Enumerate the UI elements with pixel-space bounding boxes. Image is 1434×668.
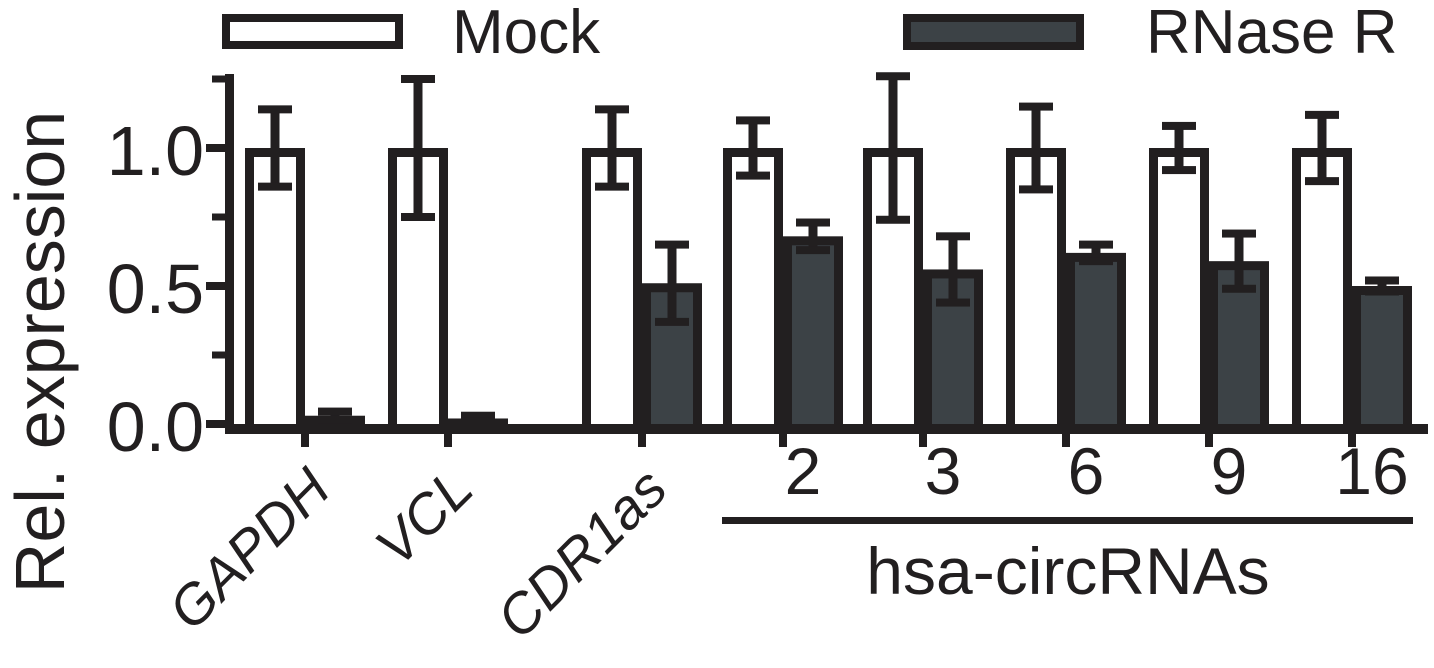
- x-tick-cdr1as: [638, 434, 646, 447]
- bar-mock-6: [1015, 157, 1057, 424]
- x-tick-6: [1062, 434, 1070, 447]
- error-cap-bottom-mock-vcl: [401, 213, 435, 221]
- error-bar-rnase-r-cdr1as: [667, 244, 677, 322]
- x-category-label-9: 9: [1211, 434, 1248, 508]
- x-tick-vcl: [444, 434, 452, 447]
- group-bracket-line: [722, 517, 1413, 524]
- error-bar-mock-16: [1317, 114, 1327, 182]
- x-category-label-gapdh: GAPDH: [156, 456, 342, 642]
- x-tick-gapdh: [301, 434, 309, 447]
- error-cap-top-rnase-r-6: [1079, 240, 1113, 249]
- error-cap-top-rnase-r-3: [936, 232, 970, 241]
- error-cap-top-rnase-r-16: [1365, 276, 1399, 285]
- error-bar-mock-3: [888, 76, 898, 220]
- bar-rnase-r-2: [792, 245, 834, 424]
- error-cap-top-rnase-r-vcl: [461, 411, 495, 420]
- group-label-hsa-circrnas: hsa-circRNAs: [866, 534, 1269, 608]
- error-cap-bottom-rnase-r-gapdh: [318, 415, 352, 424]
- error-cap-bottom-rnase-r-2: [796, 246, 830, 255]
- x-category-label-cdr1as: CDR1as: [484, 456, 678, 650]
- error-cap-top-rnase-r-9: [1222, 229, 1256, 238]
- bar-mock-cdr1as: [591, 157, 633, 424]
- bar-mock-2: [732, 157, 774, 424]
- error-bar-mock-vcl: [413, 79, 423, 217]
- error-bar-rnase-r-3: [948, 236, 958, 303]
- legend-swatch-mock: [222, 14, 403, 49]
- error-cap-bottom-mock-16: [1305, 177, 1339, 186]
- y-axis-line: [225, 74, 234, 434]
- error-bar-mock-9: [1174, 125, 1184, 171]
- error-cap-top-mock-2: [736, 116, 770, 125]
- error-cap-bottom-rnase-r-3: [936, 298, 970, 307]
- error-cap-bottom-rnase-r-vcl: [461, 417, 495, 426]
- bar-mock-9: [1158, 157, 1200, 424]
- error-cap-top-rnase-r-2: [796, 218, 830, 227]
- legend-swatch-rnase-r: [903, 14, 1084, 50]
- x-tick-3: [919, 434, 927, 447]
- error-cap-bottom-mock-3: [876, 215, 910, 224]
- x-category-label-2: 2: [785, 434, 822, 508]
- x-category-label-16: 16: [1335, 434, 1408, 508]
- y-tick-0.5: [206, 282, 225, 290]
- bar-mock-gapdh: [254, 157, 296, 424]
- x-category-label-6: 6: [1068, 434, 1105, 508]
- y-tick-label-0.5: 0.5: [107, 250, 204, 328]
- error-bar-mock-2: [748, 120, 758, 176]
- x-tick-16: [1348, 434, 1356, 447]
- y-minor-tick-1.25: [212, 75, 225, 83]
- bar-mock-16: [1301, 157, 1343, 424]
- y-minor-tick-0.75: [212, 213, 225, 221]
- error-bar-rnase-r-9: [1234, 233, 1244, 289]
- x-category-label-vcl: VCL: [363, 456, 485, 578]
- error-cap-top-rnase-r-cdr1as: [655, 240, 689, 249]
- error-cap-bottom-rnase-r-6: [1079, 257, 1113, 266]
- bar-rnase-r-6: [1075, 261, 1117, 424]
- x-category-label-3: 3: [925, 434, 962, 508]
- error-cap-top-rnase-r-gapdh: [318, 407, 352, 416]
- y-minor-tick-0.25: [212, 351, 225, 359]
- error-cap-top-mock-cdr1as: [595, 105, 629, 114]
- y-tick-label-0.0: 0.0: [107, 388, 204, 466]
- error-bar-mock-cdr1as: [607, 109, 617, 187]
- error-cap-bottom-mock-9: [1162, 166, 1196, 175]
- y-tick-1.0: [206, 144, 225, 152]
- error-bar-mock-gapdh: [270, 109, 280, 187]
- error-cap-bottom-rnase-r-cdr1as: [655, 317, 689, 326]
- bar-rnase-r-9: [1218, 270, 1260, 424]
- x-tick-2: [779, 434, 787, 447]
- error-bar-rnase-r-gapdh: [330, 411, 340, 420]
- y-tick-0.0: [206, 420, 225, 428]
- error-cap-top-mock-vcl: [401, 75, 435, 83]
- legend-label-rnase-r: RNase R: [1146, 0, 1398, 67]
- error-cap-bottom-rnase-r-16: [1365, 287, 1399, 296]
- error-cap-top-mock-gapdh: [258, 105, 292, 114]
- x-axis-line: [225, 424, 1428, 434]
- error-cap-top-mock-3: [876, 72, 910, 81]
- error-bar-mock-6: [1031, 106, 1041, 190]
- x-tick-9: [1205, 434, 1213, 447]
- error-cap-bottom-mock-cdr1as: [595, 182, 629, 191]
- error-cap-bottom-mock-gapdh: [258, 182, 292, 191]
- error-bar-rnase-r-6: [1091, 244, 1101, 262]
- error-cap-top-mock-16: [1305, 110, 1339, 119]
- error-cap-bottom-mock-6: [1019, 185, 1053, 194]
- bar-rnase-r-16: [1361, 295, 1403, 424]
- error-cap-top-mock-6: [1019, 102, 1053, 111]
- error-bar-rnase-r-2: [808, 222, 818, 251]
- error-cap-bottom-mock-2: [736, 171, 770, 180]
- error-cap-top-mock-9: [1162, 121, 1196, 130]
- error-cap-bottom-rnase-r-9: [1222, 284, 1256, 293]
- legend-label-mock: Mock: [452, 0, 601, 67]
- error-bar-rnase-r-16: [1377, 280, 1387, 292]
- y-tick-label-1.0: 1.0: [107, 112, 204, 190]
